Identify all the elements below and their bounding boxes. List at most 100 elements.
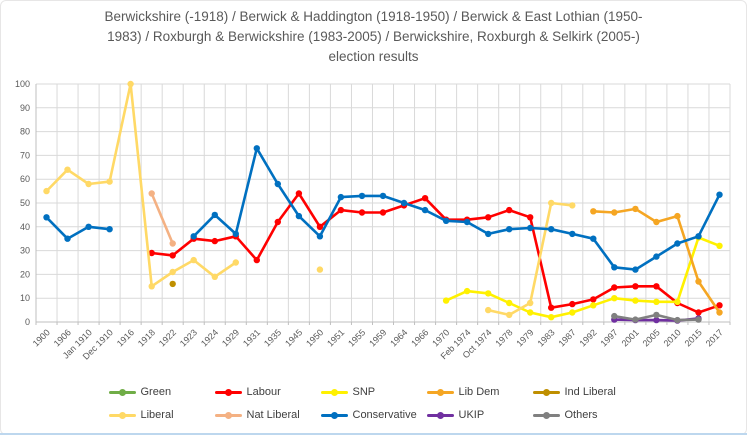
x-tick-label: 2017 (704, 327, 725, 348)
y-axis-labels: 0 10 20 30 40 50 60 70 80 90 100 (15, 79, 30, 327)
x-tick-label: 1978 (493, 327, 514, 348)
x-tick-label: 1918 (136, 327, 157, 348)
x-tick-label: 1950 (304, 327, 325, 348)
legend-label: Green (140, 386, 172, 398)
x-tick-label: 1964 (388, 327, 409, 348)
x-tick-label: 1983 (535, 327, 556, 348)
legend-item-ukip: UKIP (426, 405, 533, 425)
data-point-marker (485, 306, 492, 314)
data-point-marker (148, 190, 155, 197)
y-tick-label: 70 (20, 150, 30, 160)
data-point-marker (274, 180, 281, 188)
x-tick-label: 1979 (514, 327, 535, 348)
legend-label: Lib Dem (458, 386, 500, 398)
data-point-marker (169, 252, 176, 259)
legend-marker-icon (426, 411, 454, 420)
data-point-marker (232, 230, 239, 238)
legend-marker-icon (214, 388, 242, 397)
data-point-marker (253, 256, 260, 264)
data-point-marker (590, 208, 597, 215)
data-point-marker (674, 298, 681, 305)
data-point-marker (379, 209, 387, 216)
chart-title-line-3: election results (328, 49, 419, 64)
series-lib-dem (590, 205, 723, 316)
data-point-marker (653, 316, 660, 324)
window-bottom-edge (0, 433, 747, 435)
data-point-marker (695, 278, 702, 285)
data-point-marker (548, 199, 555, 207)
data-point-marker (295, 212, 303, 220)
data-point-marker (632, 283, 639, 290)
data-point-marker (43, 214, 50, 221)
x-tick-label: 2015 (683, 327, 704, 348)
legend-item-others: Others (532, 405, 639, 425)
data-point-marker (316, 266, 324, 273)
legend-marker-icon (532, 411, 560, 420)
y-tick-label: 80 (20, 127, 30, 137)
data-point-marker (506, 226, 513, 233)
data-point-marker (400, 199, 408, 207)
series-nat-liberal (148, 190, 176, 247)
chart-title-line-1: Berwickshire (-1918) / Berwick & Hadding… (104, 9, 643, 24)
legend-label: SNP (352, 386, 376, 398)
legend-marker-icon (214, 411, 242, 420)
data-point-marker (527, 309, 534, 316)
data-point-marker (632, 316, 639, 323)
chart-title: Berwickshire (-1918) / Berwick & Hadding… (0, 7, 747, 67)
data-point-marker (485, 290, 492, 297)
data-point-marker (716, 242, 723, 249)
data-point-marker (379, 192, 387, 200)
legend-item-green: Green (108, 382, 215, 402)
data-point-marker (716, 191, 723, 198)
data-point-marker (358, 192, 366, 200)
legend-item-liberal: Liberal (108, 405, 215, 425)
y-tick-label: 40 (20, 222, 30, 232)
data-point-marker (527, 214, 534, 221)
series-ind-liberal (169, 280, 176, 288)
data-point-marker (569, 230, 576, 238)
data-point-marker (232, 259, 239, 266)
data-point-marker (674, 240, 681, 247)
data-point-marker (653, 283, 660, 290)
data-point-marker (695, 233, 702, 240)
x-tick-label: 1997 (599, 327, 620, 348)
data-point-marker (148, 283, 155, 290)
legend-label: Nat Liberal (246, 409, 300, 421)
x-tick-label: 1923 (178, 327, 199, 348)
data-point-marker (442, 217, 450, 224)
data-point-marker (611, 284, 618, 291)
data-point-marker (506, 299, 513, 307)
legend-marker-icon (108, 388, 136, 397)
data-point-marker (337, 193, 345, 201)
data-point-marker (190, 256, 197, 264)
data-point-marker (148, 249, 155, 257)
data-point-marker (548, 304, 555, 311)
legend-marker-icon (108, 411, 136, 420)
data-point-marker (611, 209, 618, 216)
chart-title-line-2: 1983) / Roxburgh & Berwickshire (1983-20… (107, 29, 640, 44)
data-point-marker (506, 311, 513, 319)
x-tick-label: 1924 (199, 327, 220, 348)
data-point-marker (337, 206, 345, 214)
data-point-marker (590, 296, 597, 303)
legend-marker-icon (532, 388, 560, 397)
data-point-marker (569, 300, 576, 308)
x-tick-label: 2010 (662, 327, 683, 348)
legend-item-snp: SNP (320, 382, 427, 402)
data-point-marker (190, 233, 197, 240)
chart-legend: Green Labour SNP Lib Dem Ind Liberal Liberal N… (0, 382, 747, 425)
data-point-marker (358, 209, 366, 216)
data-point-marker (442, 297, 450, 304)
x-tick-label: 1931 (241, 327, 262, 348)
series-conservative (43, 145, 723, 273)
data-point-marker (590, 302, 597, 309)
x-tick-label: 1951 (325, 327, 346, 348)
data-point-marker (295, 190, 303, 197)
data-point-marker (632, 205, 639, 213)
data-point-marker (169, 268, 176, 276)
x-tick-label: 1922 (157, 327, 178, 348)
x-tick-label: 1929 (220, 327, 241, 348)
y-tick-label: 90 (20, 103, 30, 113)
data-point-marker (253, 145, 260, 152)
